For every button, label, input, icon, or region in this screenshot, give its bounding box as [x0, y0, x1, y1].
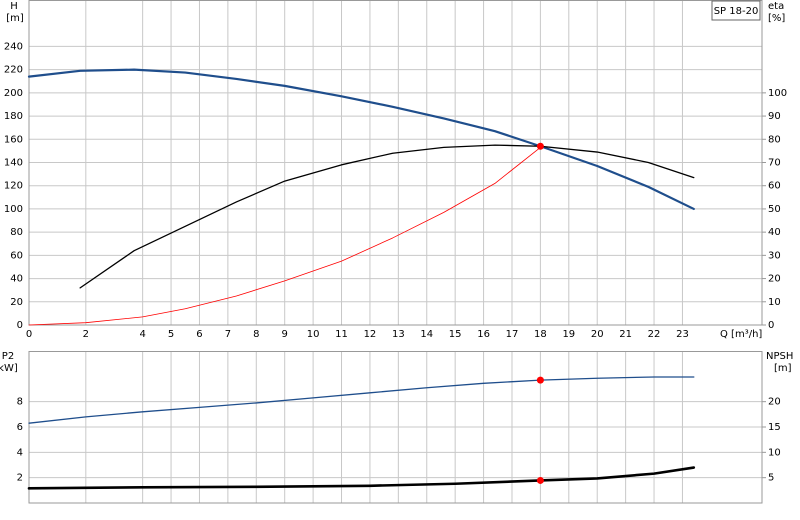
y-tick-label: 2	[17, 473, 23, 484]
y2-tick-label: 15	[768, 422, 781, 433]
y2-axis-unit: [%]	[768, 13, 785, 24]
y-axis-label: P2	[2, 351, 14, 362]
x-tick-label: 22	[648, 329, 661, 340]
y-tick-label: 80	[10, 227, 23, 238]
y-tick-label: 20	[10, 297, 23, 308]
x-tick-label: 23	[676, 329, 689, 340]
title-box	[711, 0, 761, 21]
x-tick-label: 13	[392, 329, 405, 340]
operating-point	[536, 476, 544, 484]
y2-axis-label: NPSH	[766, 351, 793, 362]
x-tick-label: 14	[420, 329, 433, 340]
y2-tick-label: 10	[768, 297, 781, 308]
y2-tick-label: 0	[768, 320, 774, 331]
y-axis-label: H	[10, 1, 18, 12]
y2-tick-label: 70	[768, 158, 781, 169]
y2-tick-label: 20	[768, 274, 781, 285]
y-axis-unit: [kW]	[0, 363, 18, 374]
x-tick-label: 12	[364, 329, 377, 340]
curve	[27, 68, 695, 211]
chart-title: SP 18-20	[714, 6, 759, 17]
x-tick-label: 10	[307, 329, 320, 340]
y2-tick-label: 90	[768, 111, 781, 122]
y-tick-label: 140	[4, 158, 23, 169]
y-tick-label: 4	[17, 447, 23, 458]
x-tick-label: 9	[282, 329, 288, 340]
y-tick-label: 120	[4, 181, 23, 192]
x-tick-label: 20	[591, 329, 604, 340]
x-tick-label: 18	[534, 329, 547, 340]
y2-tick-label: 100	[768, 88, 787, 99]
curve	[28, 376, 695, 424]
y-tick-label: 40	[10, 274, 23, 285]
y2-tick-label: 5	[768, 473, 774, 484]
curve	[28, 147, 541, 326]
y2-axis-label: eta	[768, 1, 784, 12]
y2-tick-label: 60	[768, 181, 781, 192]
y-tick-label: 200	[4, 88, 23, 99]
x-tick-label: 6	[196, 329, 202, 340]
y2-tick-label: 10	[768, 447, 781, 458]
y-tick-label: 160	[4, 134, 23, 145]
y-tick-label: 220	[4, 65, 23, 76]
x-tick-label: 0	[26, 329, 32, 340]
y2-tick-label: 50	[768, 204, 781, 215]
y-tick-label: 0	[17, 320, 23, 331]
y-tick-label: 8	[17, 397, 23, 408]
x-tick-label: 2	[83, 329, 89, 340]
x-tick-label: 11	[335, 329, 348, 340]
y2-tick-label: 40	[768, 227, 781, 238]
y2-tick-label: 20	[768, 397, 781, 408]
y-tick-label: 100	[4, 204, 23, 215]
plot-frame	[28, 351, 763, 504]
y-tick-label: 60	[10, 250, 23, 261]
operating-point	[536, 376, 544, 384]
curve	[27, 466, 696, 490]
plots: 0 2 4 5 6 7 8 9 10 11 12 13 14 15 16 17 18 19 20 21 22 230204…	[0, 0, 793, 504]
x-tick-label: 15	[449, 329, 462, 340]
x-tick-label: 17	[506, 329, 519, 340]
y-tick-label: 6	[17, 422, 23, 433]
operating-point	[536, 142, 544, 150]
y2-tick-label: 80	[768, 134, 781, 145]
x-tick-label: 19	[562, 329, 575, 340]
x-tick-label: 21	[619, 329, 632, 340]
y-axis-unit: [m]	[6, 13, 24, 24]
plot-frame	[28, 0, 763, 326]
y2-axis-unit: [m]	[774, 363, 792, 374]
x-tick-label: 5	[168, 329, 174, 340]
x-tick-label: 8	[253, 329, 259, 340]
x-axis-label: Q [m³/h]	[720, 329, 762, 340]
y2-tick-label: 30	[768, 250, 781, 261]
curve	[79, 144, 695, 289]
y-tick-label: 240	[4, 41, 23, 52]
x-tick-label: 16	[477, 329, 490, 340]
y-tick-label: 180	[4, 111, 23, 122]
x-tick-label: 4	[139, 329, 145, 340]
x-tick-label: 7	[225, 329, 231, 340]
